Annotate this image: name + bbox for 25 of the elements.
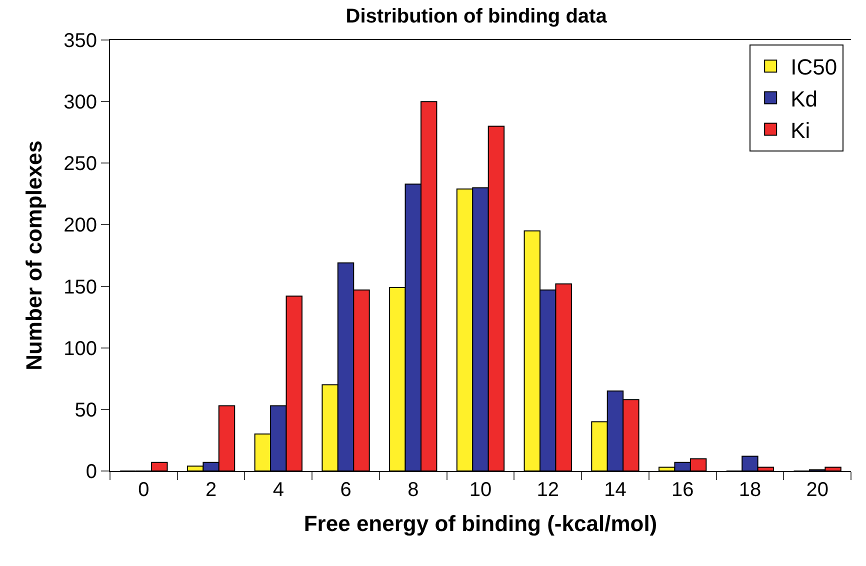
x-tick-label: 18	[738, 479, 762, 501]
x-tick-label: 16	[671, 479, 694, 501]
y-tick-label: 100	[64, 338, 97, 360]
y-tick-label: 50	[74, 399, 97, 422]
y-axis-title: Number of complexes	[21, 140, 46, 370]
x-tick-label: 0	[138, 479, 150, 501]
legend-label: Ki	[790, 118, 810, 143]
x-tick-label: 2	[205, 479, 217, 501]
y-tick-label: 200	[64, 214, 97, 237]
y-tick-label: 350	[64, 30, 97, 52]
y-tick-label: 0	[86, 461, 97, 483]
x-tick-label: 20	[806, 479, 828, 501]
y-tick-label: 150	[64, 276, 97, 298]
x-tick-label: 6	[340, 479, 352, 501]
x-tick-label: 14	[604, 479, 626, 501]
x-tick-label: 8	[408, 479, 419, 501]
chart-title: Distribution of binding data	[346, 5, 608, 28]
legend-label: IC50	[790, 54, 838, 80]
legend-label: Kd	[790, 86, 818, 112]
x-axis-title: Free energy of binding (-kcal/mol)	[304, 510, 658, 536]
x-tick-label: 12	[536, 479, 559, 501]
y-tick-label: 300	[64, 92, 97, 114]
x-tick-label: 4	[272, 479, 284, 501]
x-tick-label: 10	[469, 479, 492, 501]
y-tick-label: 250	[64, 153, 97, 176]
